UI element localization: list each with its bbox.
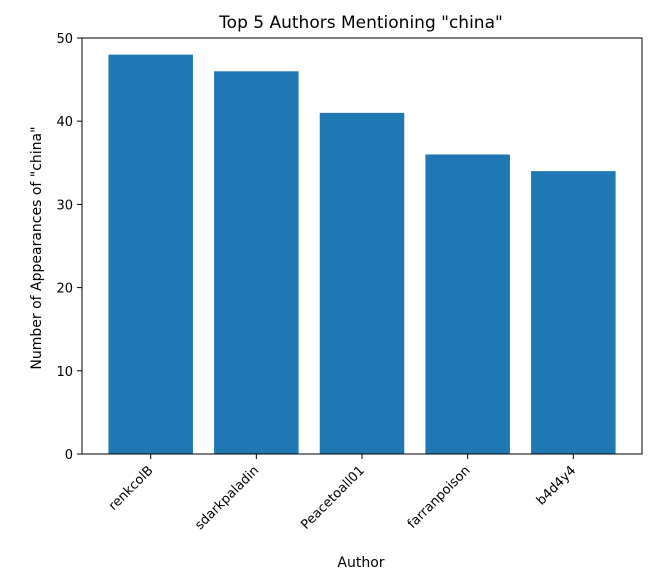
plot-frame [81, 37, 643, 455]
x-tick-label: farranpoison [405, 463, 474, 532]
x-tick-label: Peacetoall01 [298, 463, 367, 532]
y-axis-ticks: 0 10 20 30 40 50 [56, 32, 82, 463]
bar-renkcolB [108, 54, 193, 454]
y-tick-label: 40 [56, 115, 73, 130]
y-tick-label: 20 [56, 282, 73, 297]
chart-title: Top 5 Authors Mentioning "china" [218, 13, 503, 33]
x-tick-label: sdarkpaladin [192, 463, 262, 533]
y-axis-label: Number of Appearances of "china" [29, 126, 45, 369]
x-tick-label: b4d4y4 [534, 463, 579, 508]
x-tick-label: renkcolB [106, 463, 157, 514]
x-axis-ticks: renkcolB sdarkpaladin Peacetoall01 farranpo… [106, 454, 579, 533]
bar-farranpoison [425, 154, 510, 455]
bar-sdarkpaladin [214, 71, 299, 454]
bars-group [108, 54, 616, 455]
bar-b4d4y4 [531, 171, 616, 454]
y-tick-label: 0 [65, 448, 73, 463]
bar-Peacetoall01 [319, 112, 405, 454]
y-tick-label: 50 [56, 32, 73, 47]
y-tick-label: 10 [56, 365, 73, 380]
y-tick-label: 30 [56, 198, 73, 213]
x-axis-label: Author [337, 555, 384, 571]
